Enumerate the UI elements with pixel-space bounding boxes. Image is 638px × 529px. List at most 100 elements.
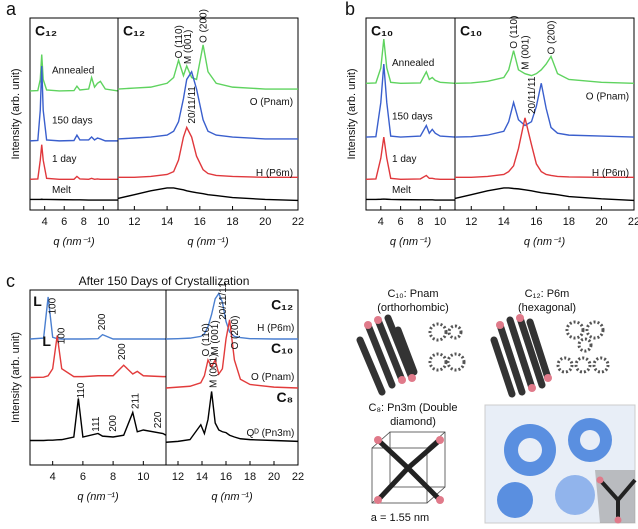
annotation: C₈ (277, 389, 294, 405)
annotation: C₁₂ (271, 296, 293, 312)
structure-label: (hexagonal) (518, 302, 576, 314)
annotation: O (Pnam) (251, 372, 294, 383)
x-tick-label: 16 (220, 471, 232, 483)
x-tick-label: 14 (196, 471, 208, 483)
annotation: 110 (76, 382, 87, 398)
x-tick-label: 22 (628, 216, 638, 228)
x-tick-label: 10 (97, 216, 109, 228)
orthorhombic-model (356, 314, 418, 396)
x-tick-label: 18 (226, 216, 238, 228)
double-diamond-network (484, 404, 637, 524)
series-label: 150 days (52, 116, 93, 127)
x-tick-label: 10 (434, 216, 446, 228)
x-tick-label: 16 (530, 216, 542, 228)
annotation: 20/11/11 (218, 282, 229, 320)
series-line (117, 187, 299, 202)
x-tick-label: 4 (50, 471, 56, 483)
x-tick-label: 12 (172, 471, 184, 483)
annotation: H (P6m) (256, 168, 293, 179)
x-tick-label: 6 (398, 216, 404, 228)
annotation: M (001) (183, 30, 194, 64)
x-tick-label: 8 (81, 216, 87, 228)
structure-label: C₁₂: P6m (525, 288, 570, 300)
annotation: O (110) (174, 25, 185, 58)
series-line (165, 391, 299, 443)
series-line (165, 319, 299, 389)
series-line (366, 198, 455, 201)
series-line (454, 187, 635, 202)
annotation: H (P6m) (257, 323, 294, 334)
plot-frame (117, 17, 299, 211)
annotation: 200 (117, 343, 128, 360)
x-axis-title: q (nm⁻¹) (211, 491, 253, 503)
panel-title: C₁₂ (123, 23, 145, 39)
series-line (29, 54, 119, 92)
panel-title: C₁₀ (460, 23, 482, 39)
x-tick-label: 4 (378, 216, 384, 228)
annotation: 200 (97, 313, 108, 330)
series-label: 1 day (52, 154, 76, 165)
annotation: 100 (47, 297, 58, 314)
annotation: O (Pnam) (250, 97, 293, 108)
annotation: M (001) (210, 320, 221, 354)
series-line (117, 70, 298, 140)
series-line (30, 398, 167, 442)
annotation: 111 (91, 416, 102, 432)
x-axis-title: q (nm⁻¹) (77, 491, 119, 503)
series-line (29, 335, 166, 379)
diamond-chains (374, 436, 444, 504)
annotation: O (200) (230, 316, 241, 350)
annotation: O (200) (199, 9, 210, 43)
x-tick-label: 6 (80, 471, 86, 483)
structure-illustrations: C₁₀: Pnam (orthorhombic) C₁₂: P6m (hexag… (356, 288, 637, 524)
series-line (365, 39, 456, 84)
series-label: Melt (392, 185, 411, 196)
x-axis-title: q (nm⁻¹) (390, 236, 432, 248)
x-tick-label: 14 (498, 216, 510, 228)
series-line (365, 136, 455, 180)
annotation: C₁₀ (271, 340, 293, 356)
series-line (29, 296, 166, 340)
annotation: 211 (130, 393, 141, 409)
annotation: M (001) (209, 354, 220, 388)
x-tick-label: 22 (292, 471, 304, 483)
orthorhombic-topview (428, 322, 466, 372)
x-tick-label: 20 (259, 216, 271, 228)
panel-label: c (6, 271, 15, 291)
panel-label: b (345, 0, 355, 19)
series-label: 150 days (392, 112, 433, 123)
series-label: 1 day (392, 154, 416, 165)
y-axis-title: Intensity (arb. unit) (346, 68, 358, 159)
panel-title: C₁₀ (371, 23, 393, 39)
x-tick-label: 6 (61, 216, 67, 228)
series-line (454, 50, 635, 84)
x-tick-label: 8 (110, 471, 116, 483)
annotation: 220 (153, 411, 164, 428)
hexagonal-model (490, 314, 552, 398)
annotation: 100 (56, 327, 67, 344)
y-axis-title: Intensity (arb. unit) (10, 332, 22, 423)
structure-label: a = 1.55 nm (371, 512, 429, 524)
series-line (29, 65, 118, 142)
annotation: M (001) (520, 35, 531, 69)
annotation: H (P6m) (592, 168, 629, 179)
x-axis-title: q (nm⁻¹) (524, 236, 566, 248)
x-tick-label: 18 (563, 216, 575, 228)
plot-frame (165, 289, 299, 466)
x-tick-label: 20 (595, 216, 607, 228)
x-axis-title: q (nm⁻¹) (53, 236, 95, 248)
annotation: L (42, 333, 51, 349)
annotation: O (200) (546, 21, 557, 55)
panel-title: C₁₂ (35, 23, 57, 39)
x-tick-label: 8 (417, 216, 423, 228)
structure-label: diamond) (390, 416, 436, 428)
series-line (117, 44, 298, 90)
annotation: 20/11/11 (527, 76, 538, 114)
panel-label: a (6, 0, 17, 19)
annotation: O (Pnam) (586, 91, 629, 102)
panel-title: After 150 Days of Crystallization (79, 274, 250, 288)
x-tick-label: 16 (194, 216, 206, 228)
series-line (365, 64, 456, 138)
y-axis-title: Intensity (arb. unit) (10, 68, 22, 159)
series-label: Annealed (392, 58, 434, 69)
